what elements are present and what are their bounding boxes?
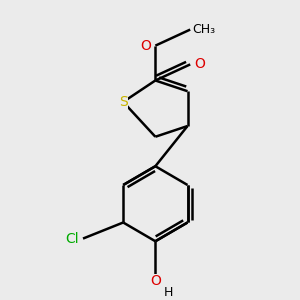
Text: S: S	[119, 95, 128, 109]
Text: O: O	[140, 39, 152, 52]
Text: H: H	[164, 286, 173, 299]
Text: CH₃: CH₃	[192, 23, 215, 36]
Text: O: O	[150, 274, 161, 288]
Text: Cl: Cl	[65, 232, 79, 246]
Text: O: O	[194, 57, 205, 71]
